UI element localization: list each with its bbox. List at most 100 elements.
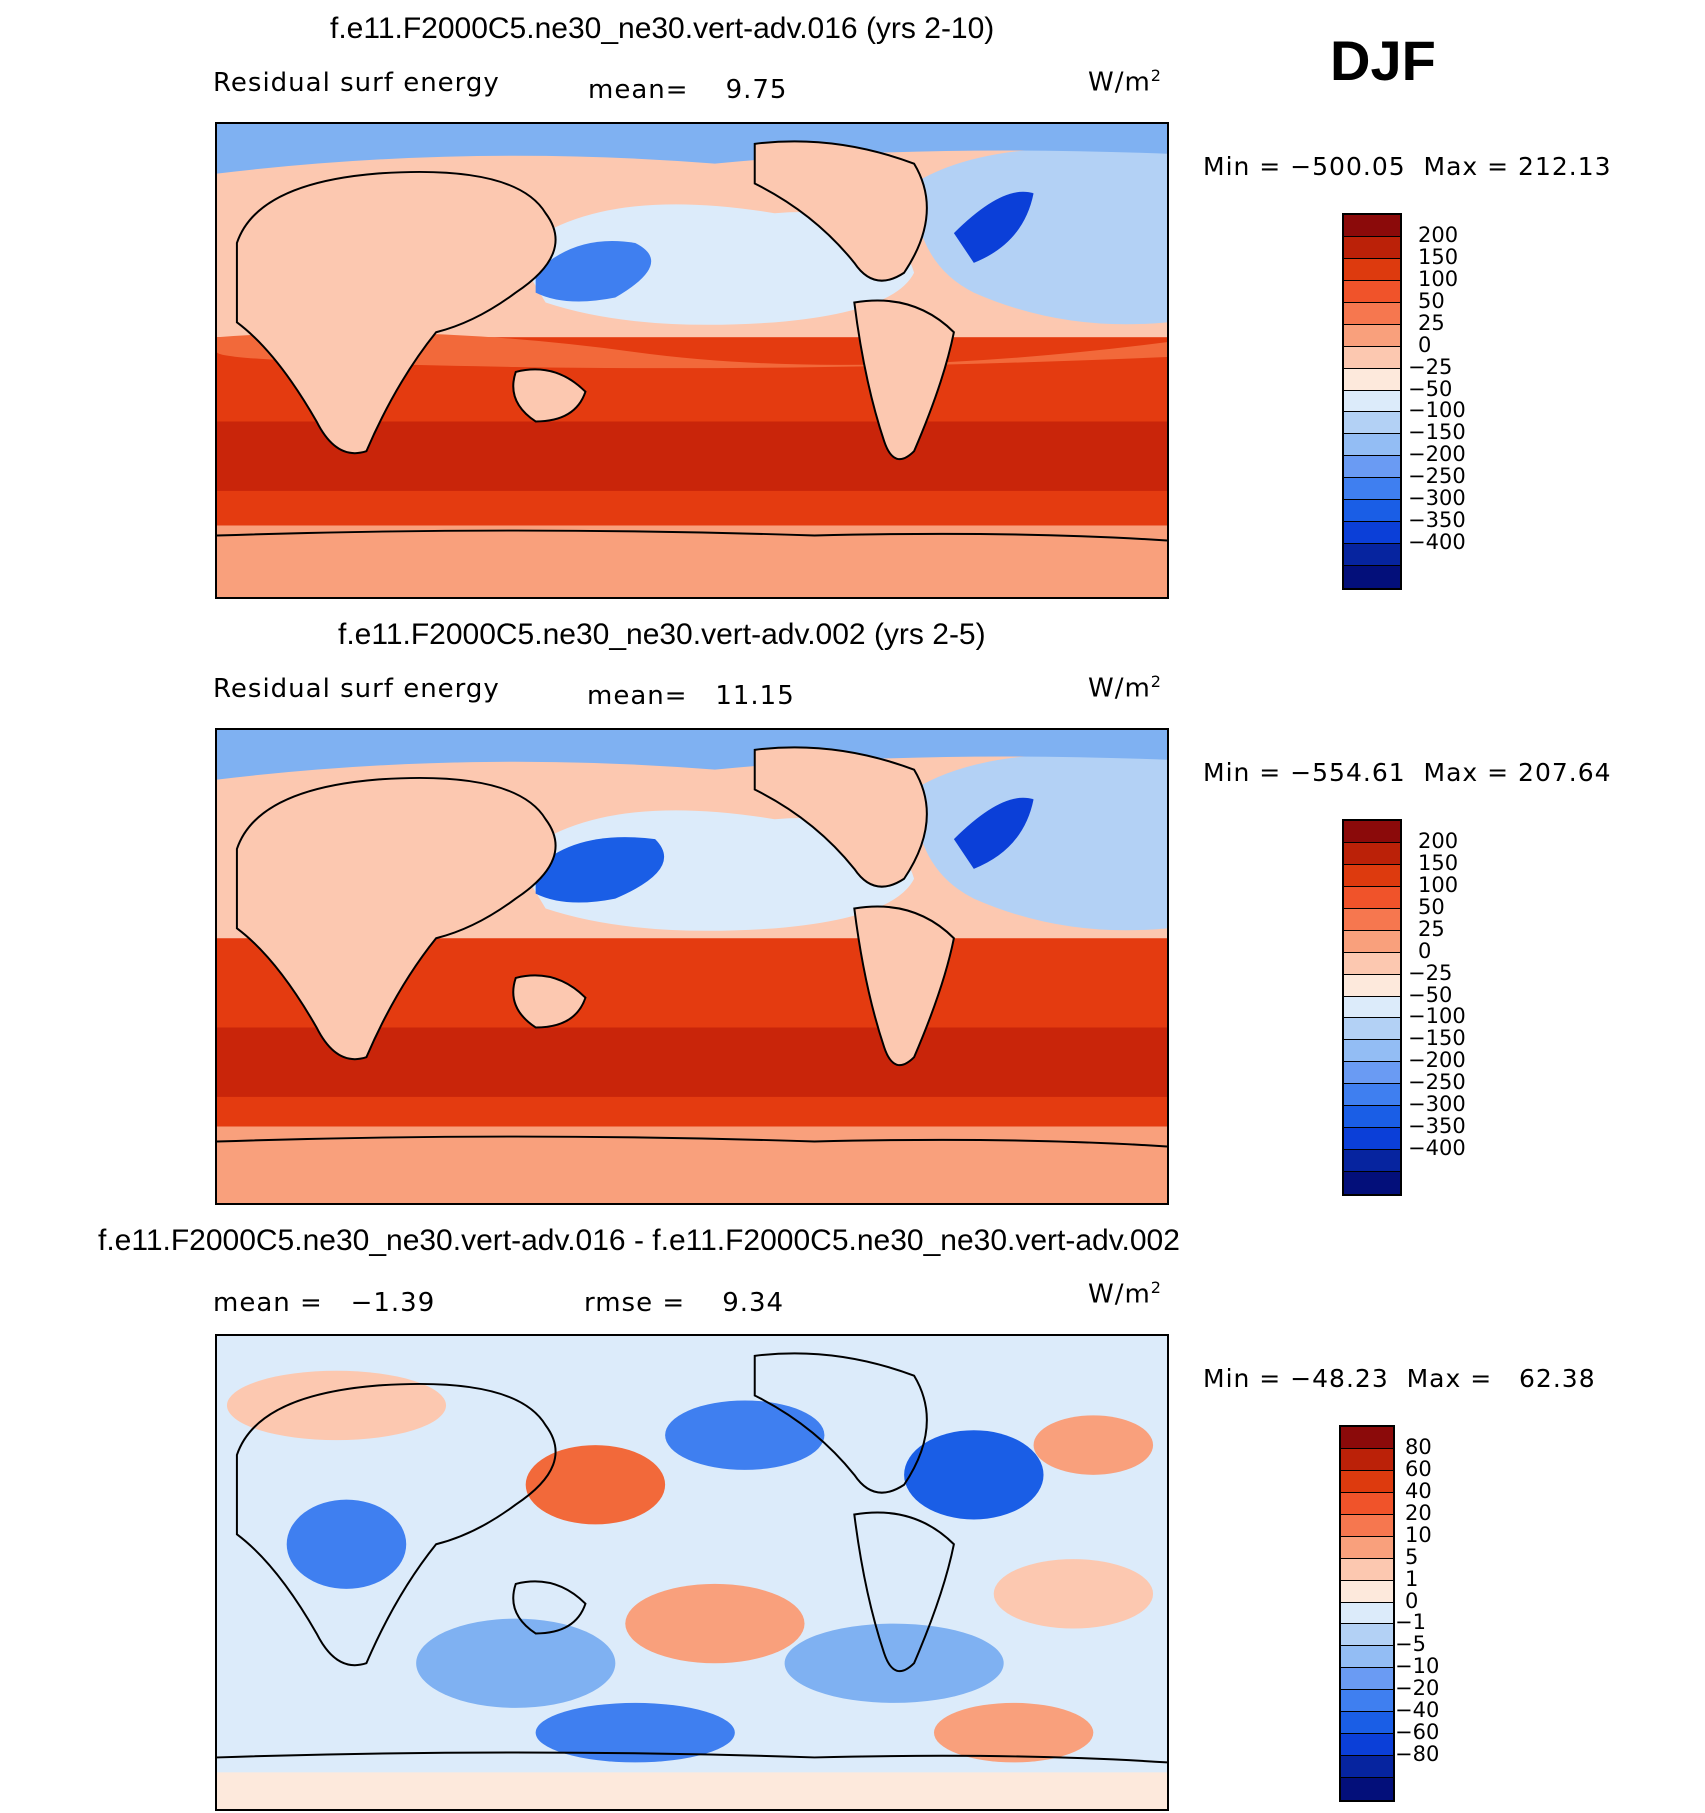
colorbar-label: −200 [1408, 442, 1466, 467]
panel-2-minmax: Min = −554.61 Max = 207.64 [1203, 758, 1612, 787]
colorbar-cell [1341, 1514, 1393, 1537]
colorbar-label: −150 [1408, 420, 1466, 445]
north-america-coast [753, 1352, 928, 1494]
south-america-land [853, 905, 955, 1067]
difference-patches [217, 1370, 1167, 1809]
colorbar-label: −20 [1395, 1676, 1440, 1701]
north-america-land [753, 746, 928, 888]
colorbar-cell [1341, 1712, 1393, 1735]
warm-patch [226, 1370, 447, 1441]
colorbar-cell [1344, 1106, 1400, 1129]
units-exponent: 2 [1150, 672, 1162, 691]
colorbar-label: 0 [1405, 1588, 1419, 1613]
australia-land [512, 974, 587, 1029]
colorbar-cell [1344, 1062, 1400, 1085]
panel-3-mean-label: mean = −1.39 [213, 1288, 436, 1318]
colorbar-cell [1341, 1602, 1393, 1625]
panel-1-title: f.e11.F2000C5.ne30_ne30.vert-adv.016 (yr… [330, 12, 995, 45]
colorbar-label: −1 [1395, 1610, 1426, 1635]
colorbar-cell [1344, 566, 1400, 588]
colorbar-cell [1341, 1734, 1393, 1757]
cool-patch [286, 1499, 407, 1589]
colorbar-label: −200 [1408, 1048, 1466, 1073]
colorbar-cell [1344, 544, 1400, 567]
colorbar-label: −150 [1408, 1026, 1466, 1051]
colorbar-cell [1341, 1492, 1393, 1515]
colorbar-cell [1344, 974, 1400, 997]
colorbar-label: −400 [1408, 1136, 1466, 1161]
panel-3-units: W/m2 [1088, 1278, 1162, 1310]
panel-2-left-label: Residual surf energy [213, 674, 500, 704]
panel-3-title: f.e11.F2000C5.ne30_ne30.vert-adv.016 - f… [98, 1224, 1180, 1257]
antarctic-coast [217, 529, 1167, 542]
south-america-coast [853, 1511, 955, 1673]
colorbar-cell [1341, 1778, 1393, 1800]
cool-patch [784, 1623, 1004, 1703]
colorbar-label: 0 [1418, 938, 1432, 963]
colorbar-label: 25 [1418, 310, 1445, 335]
colorbar-cell [1344, 434, 1400, 457]
colorbar-label: 25 [1418, 916, 1445, 941]
colorbar-cell [1344, 842, 1400, 865]
colorbar-cell [1344, 930, 1400, 953]
colorbar-cell [1341, 1427, 1393, 1449]
colorbar-cell [1344, 522, 1400, 545]
colorbar-cell [1344, 1128, 1400, 1151]
colorbar-label: 10 [1405, 1522, 1432, 1547]
colorbar-label: 50 [1418, 288, 1445, 313]
colorbar-cell [1344, 1150, 1400, 1173]
antarctic-coast [217, 1135, 1167, 1148]
colorbar-cell [1341, 1690, 1393, 1713]
panel-1-map-svg [217, 124, 1167, 597]
eurasia-africa-coast [235, 1382, 557, 1667]
colorbar-cell [1344, 886, 1400, 909]
warm-patch [993, 1559, 1154, 1629]
panel-3-map-svg [217, 1336, 1167, 1809]
panel-2-units: W/m2 [1088, 672, 1162, 704]
panel-3-minmax: Min = −48.23 Max = 62.38 [1203, 1364, 1596, 1393]
colorbar-cell [1344, 478, 1400, 501]
south-america-land [853, 299, 955, 461]
antarctic-band [217, 525, 1167, 597]
panel-2-map [215, 728, 1169, 1205]
colorbar-label: −25 [1408, 960, 1453, 985]
warm-patch [525, 1445, 666, 1525]
colorbar-cell [1341, 1668, 1393, 1691]
colorbar-label: −5 [1395, 1632, 1426, 1657]
colorbar-label: 20 [1405, 1500, 1432, 1525]
colorbar-cell [1344, 996, 1400, 1019]
colorbar-label: 1 [1405, 1566, 1419, 1591]
colorbar-cell [1344, 368, 1400, 391]
colorbar-label: −50 [1408, 982, 1453, 1007]
warm-patch [933, 1702, 1094, 1763]
colorbar-cell [1341, 1756, 1393, 1779]
kuroshio-cool [535, 241, 652, 302]
warm-patch [1033, 1415, 1154, 1475]
north-atlantic-cool [914, 754, 1167, 931]
colorbar-label: 80 [1405, 1434, 1432, 1459]
colorbar-cell [1344, 952, 1400, 975]
colorbar-label: −400 [1408, 530, 1466, 555]
colorbar-cell [1344, 1018, 1400, 1041]
eurasia-africa-land [235, 170, 557, 455]
units-exponent: 2 [1150, 1278, 1162, 1297]
colorbar-label: −25 [1408, 354, 1453, 379]
colorbar-label: 0 [1418, 332, 1432, 357]
panel-3-rmse-label: rmse = 9.34 [584, 1288, 785, 1318]
units-base: W/m [1088, 1279, 1151, 1310]
colorbar-cell [1344, 412, 1400, 435]
panel-2-colorbar [1342, 819, 1402, 1196]
panel-1-left-label: Residual surf energy [213, 68, 500, 98]
antarctic-band [217, 1126, 1167, 1203]
cool-patch [665, 1400, 825, 1470]
panel-1-colorbar [1342, 213, 1402, 590]
colorbar-cell [1341, 1646, 1393, 1669]
colorbar-label: 100 [1418, 266, 1459, 291]
colorbar-cell [1344, 456, 1400, 479]
colorbar-cell [1341, 1470, 1393, 1493]
colorbar-label: −250 [1408, 464, 1466, 489]
colorbar-label: −100 [1408, 398, 1466, 423]
colorbar-label: −300 [1408, 486, 1466, 511]
colorbar-label: −300 [1408, 1092, 1466, 1117]
colorbar-label: 150 [1418, 244, 1459, 269]
